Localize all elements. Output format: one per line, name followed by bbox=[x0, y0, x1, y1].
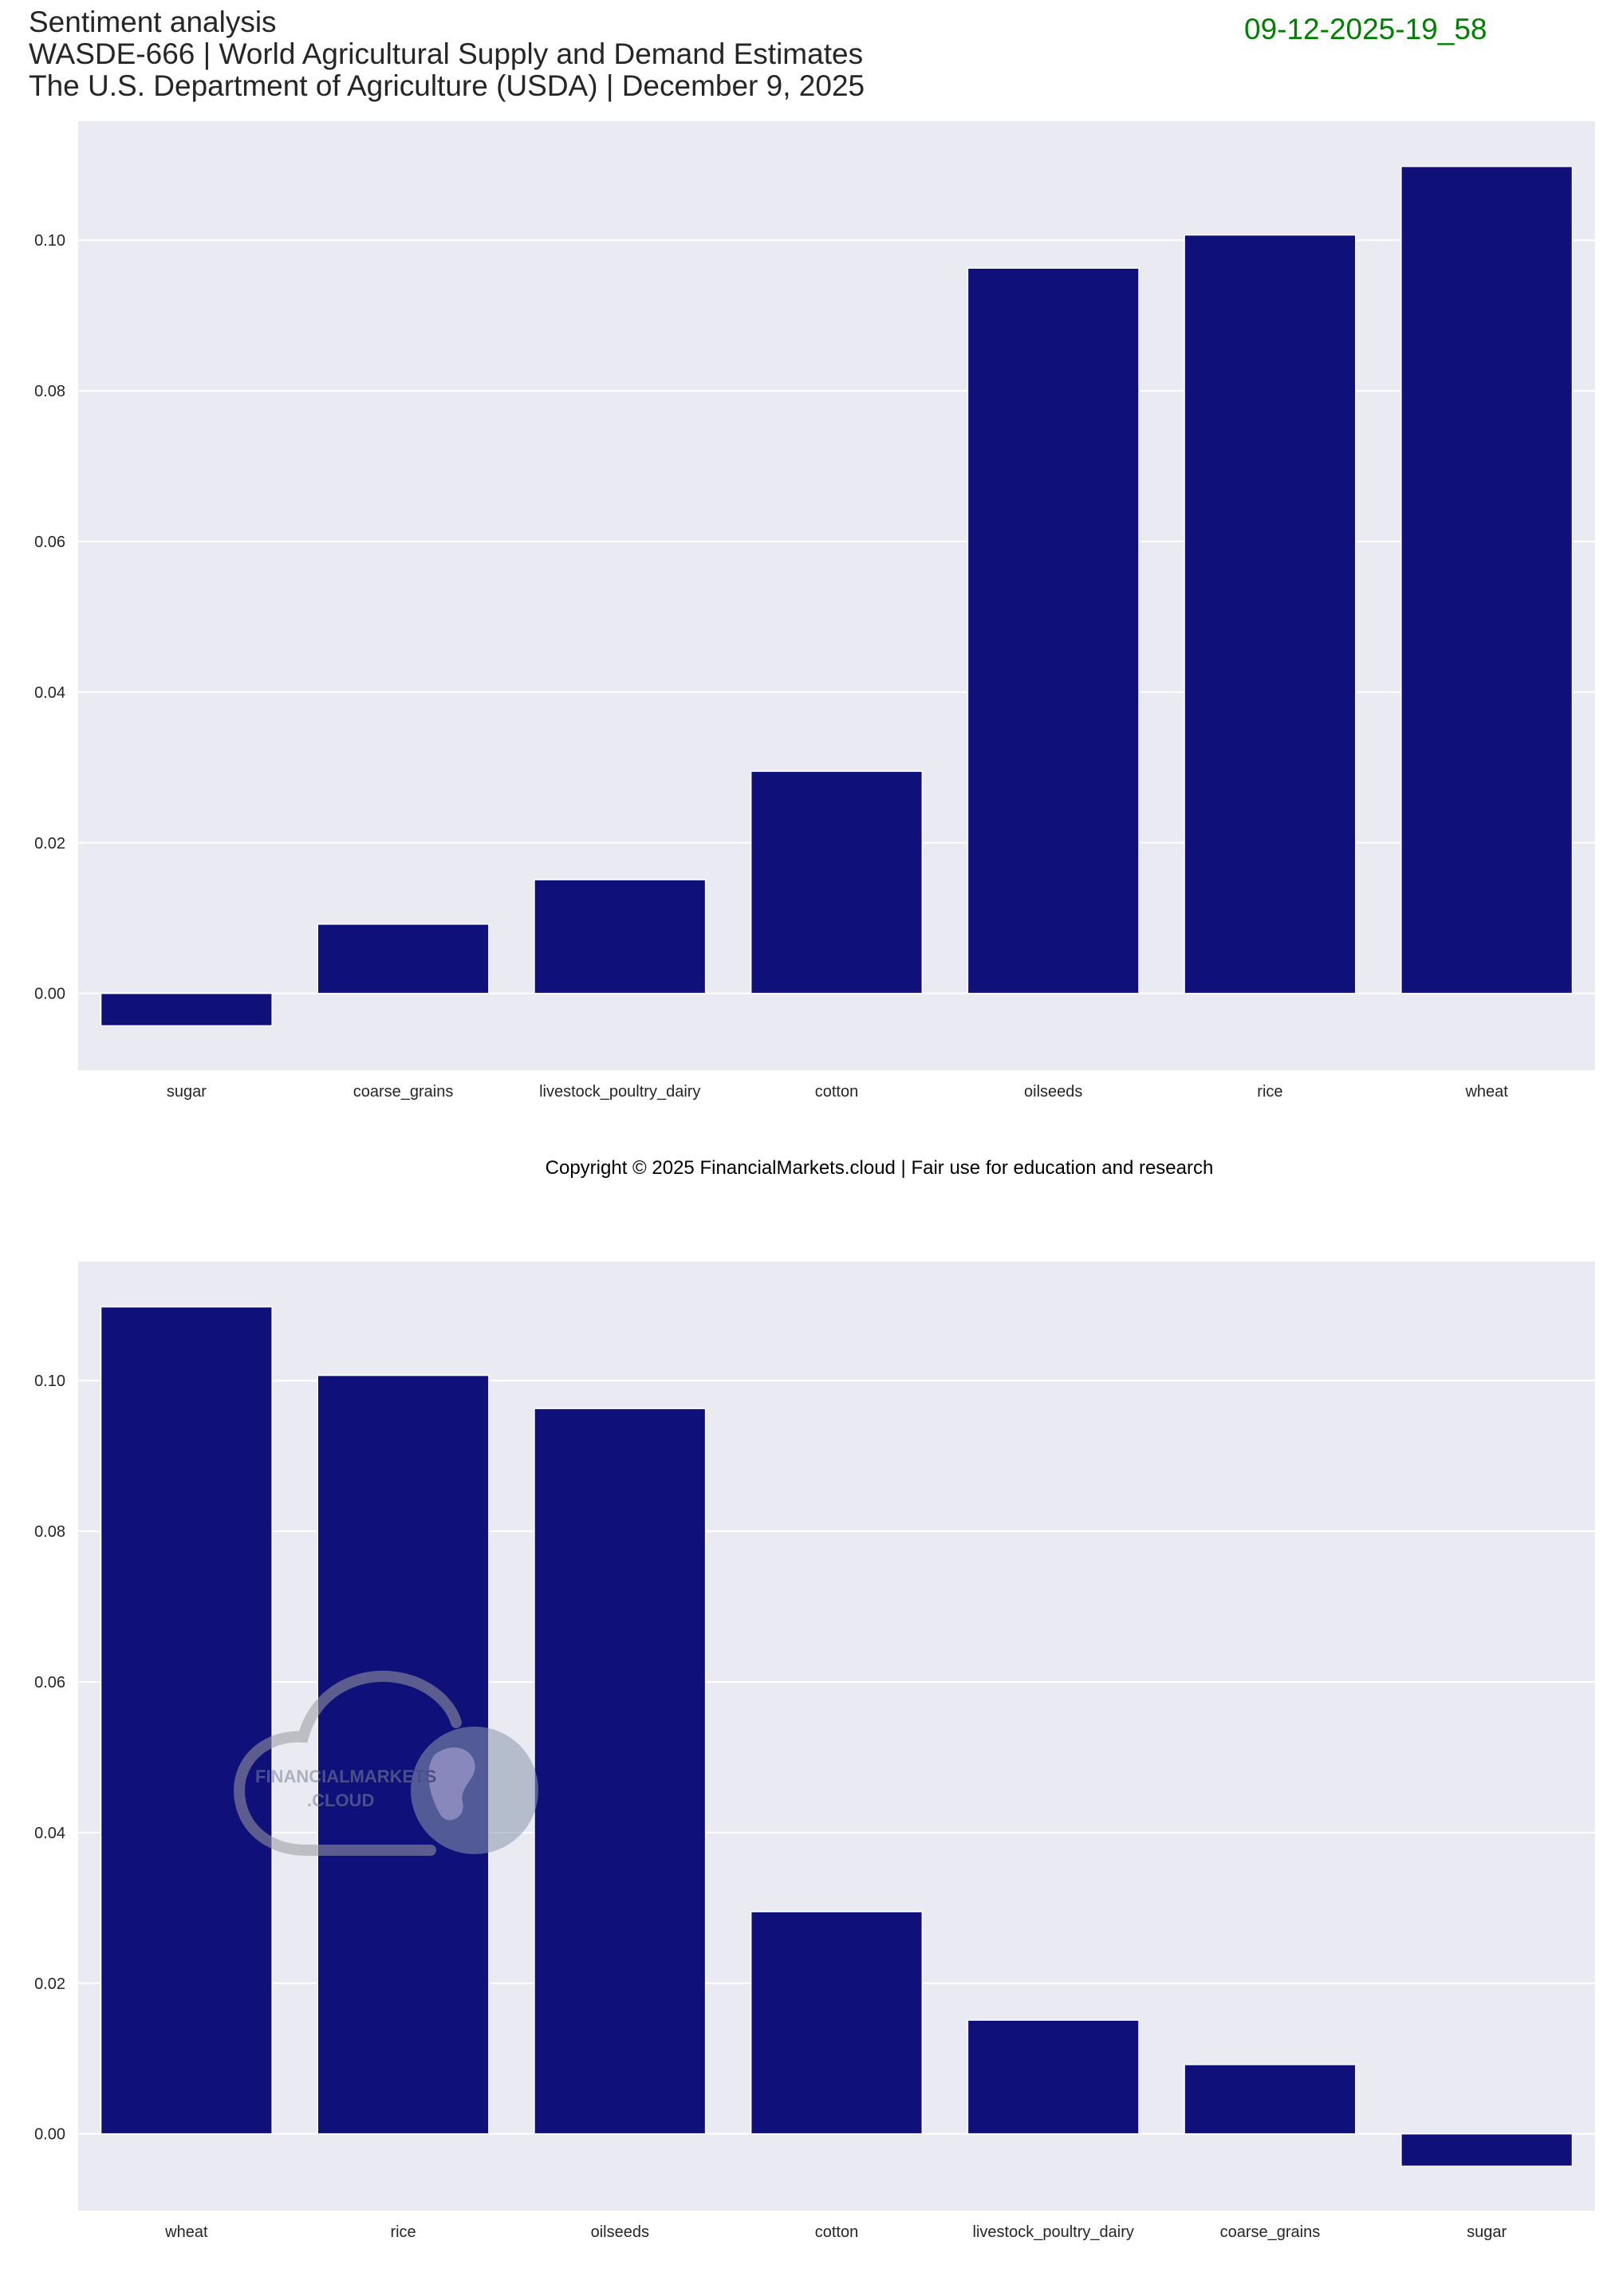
cloud-outline bbox=[233, 1670, 462, 1856]
y-tick-label: 0.06 bbox=[34, 534, 65, 551]
x-tick-label: sugar bbox=[167, 1083, 207, 1101]
x-tick-label: wheat bbox=[1464, 1083, 1508, 1101]
watermark-text-line2: .CLOUD bbox=[307, 1790, 374, 1810]
chart-descending-svg: 0.00 0.02 0.04 0.06 0.08 0.10 wheat rice oilseed… bbox=[34, 1262, 1595, 2241]
cloud-globe-icon: FINANCIALMARKETS .CLOUD bbox=[233, 1670, 538, 1856]
x-tick-label: rice bbox=[1257, 1083, 1282, 1101]
globe-land bbox=[428, 1747, 475, 1821]
y-tick-label: 0.02 bbox=[34, 835, 65, 853]
chart-ascending-svg: 0.00 0.02 0.04 0.06 0.08 0.10 sugar coarse_grai… bbox=[34, 121, 1595, 1101]
y-tick-label: 0.10 bbox=[34, 232, 65, 250]
x-tick-label: oilseeds bbox=[591, 2223, 649, 2241]
y-tick-label: 0.00 bbox=[34, 2126, 65, 2144]
y-tick-label: 0.08 bbox=[34, 1523, 65, 1541]
x-tick-label: wheat bbox=[164, 2223, 208, 2241]
chart-ascending: 0.00 0.02 0.04 0.06 0.08 0.10 sugar coarse_grai… bbox=[0, 120, 1623, 1116]
chart-descending: 0.00 0.02 0.04 0.06 0.08 0.10 wheat rice oilseed… bbox=[0, 1260, 1623, 2265]
x-tick-label: oilseeds bbox=[1024, 1083, 1082, 1101]
y-tick-label: 0.00 bbox=[34, 986, 65, 1003]
x-tick-label: rice bbox=[390, 2223, 416, 2241]
globe-shape bbox=[411, 1727, 538, 1854]
y-tick-label: 0.08 bbox=[34, 383, 65, 400]
x-tick-label: coarse_grains bbox=[1220, 2223, 1321, 2241]
y-tick-label: 0.10 bbox=[34, 1372, 65, 1390]
timestamp: 09-12-2025-19_58 bbox=[1244, 13, 1487, 45]
bar-coarse-grains bbox=[317, 924, 490, 994]
bar-livestock-poultry-dairy bbox=[967, 2019, 1140, 2135]
x-tick-label: cotton bbox=[815, 2223, 858, 2241]
bar-sugar bbox=[1400, 2133, 1574, 2168]
bar-rice bbox=[1184, 234, 1357, 994]
bar-sugar bbox=[100, 992, 273, 1027]
y-tick-label: 0.04 bbox=[34, 1825, 65, 1842]
bar-wheat bbox=[100, 1306, 273, 2135]
x-tick-label: livestock_poultry_dairy bbox=[539, 1083, 700, 1101]
bar-oilseeds bbox=[967, 267, 1140, 994]
y-tick-label: 0.04 bbox=[34, 684, 65, 702]
bar-coarse-grains bbox=[1184, 2064, 1357, 2135]
copyright-notice: Copyright © 2025 FinancialMarkets.cloud … bbox=[545, 1157, 1214, 1179]
title-block: Sentiment analysis WASDE-666 | World Agr… bbox=[29, 6, 865, 102]
report-title: WASDE-666 | World Agricultural Supply an… bbox=[29, 37, 864, 70]
watermark-logo: FINANCIALMARKETS .CLOUD bbox=[231, 1667, 550, 1878]
bar-cotton bbox=[750, 1911, 924, 2135]
page-title: Sentiment analysis bbox=[29, 6, 277, 38]
x-tick-label: cotton bbox=[815, 1083, 858, 1101]
bar-wheat bbox=[1400, 165, 1574, 994]
bar-cotton bbox=[750, 770, 924, 994]
bar-livestock-poultry-dairy bbox=[534, 879, 707, 994]
x-tick-label: sugar bbox=[1467, 2223, 1507, 2241]
watermark-text-line1: FINANCIALMARKETS bbox=[255, 1766, 436, 1786]
y-tick-label: 0.06 bbox=[34, 1674, 65, 1691]
x-tick-label: livestock_poultry_dairy bbox=[973, 2223, 1134, 2241]
y-tick-label: 0.02 bbox=[34, 1975, 65, 1993]
report-source: The U.S. Department of Agriculture (USDA… bbox=[29, 69, 865, 102]
bar-oilseeds bbox=[534, 1408, 707, 2135]
x-tick-label: coarse_grains bbox=[353, 1083, 454, 1101]
